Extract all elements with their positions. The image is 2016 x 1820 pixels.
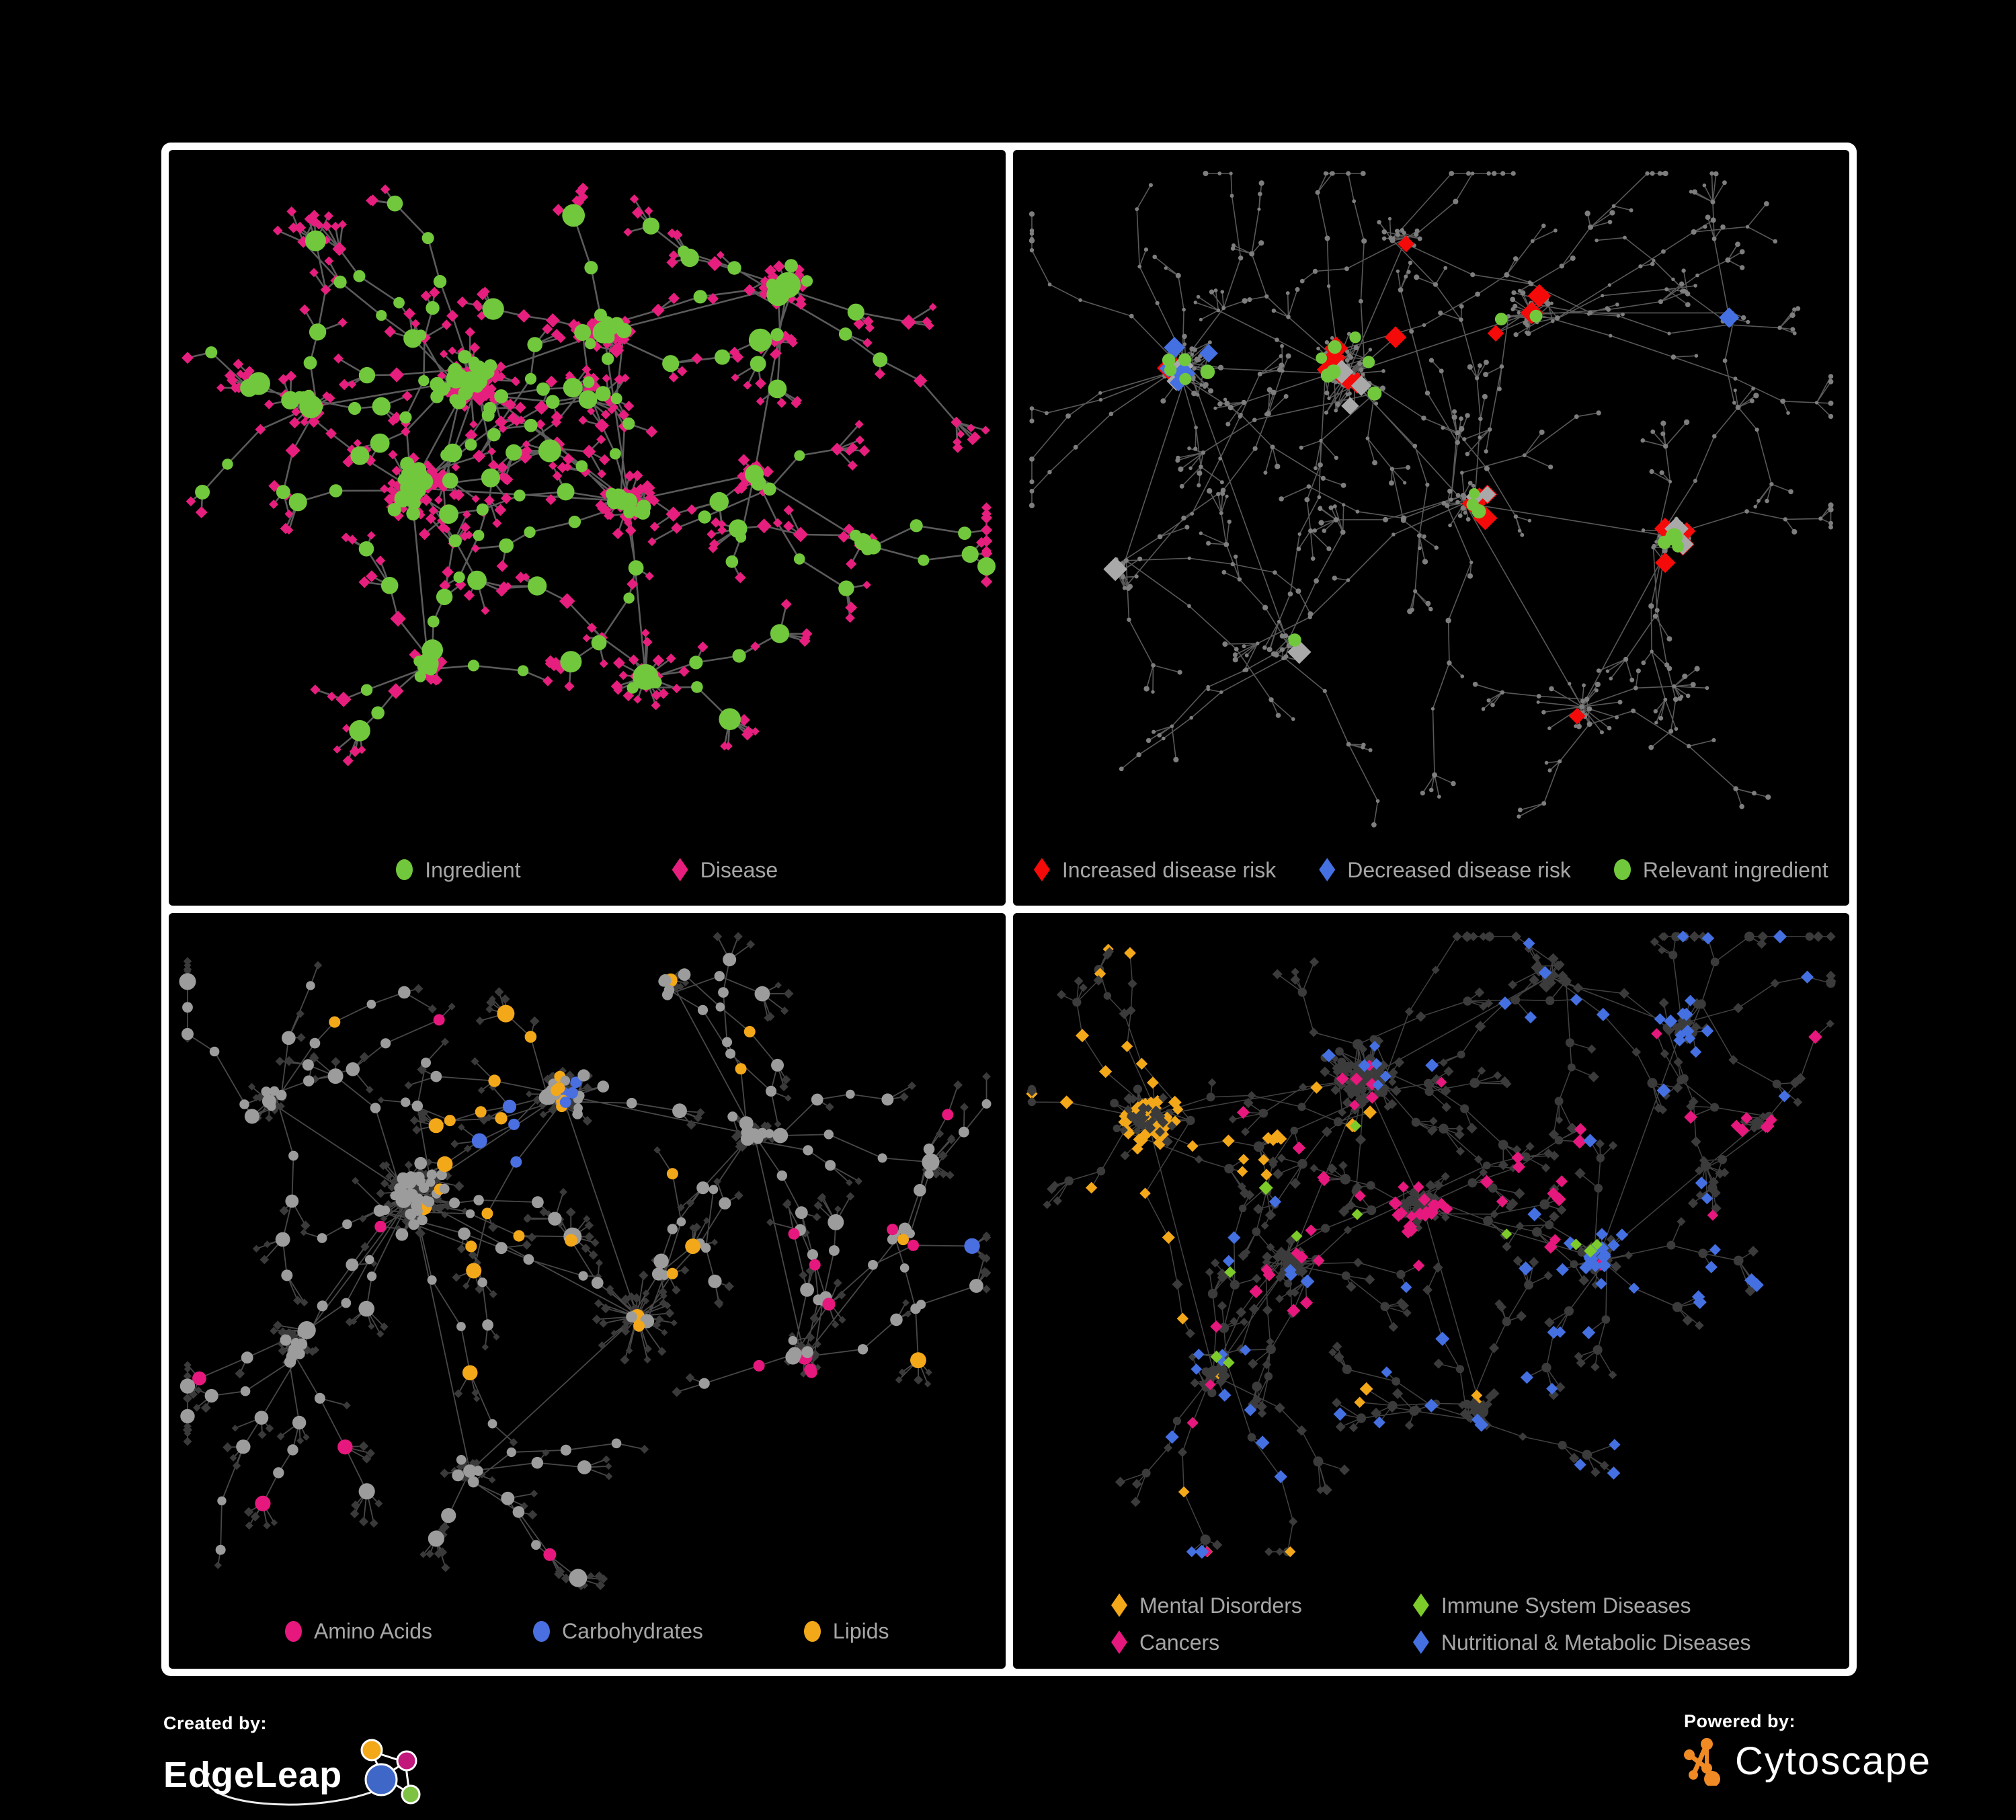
legend-item-immune-diseases: Immune System Diseases [1412,1593,1751,1618]
amino-acids-marker-icon [284,1620,302,1642]
legend-label-cancers: Cancers [1139,1630,1220,1655]
legend-label-immune-diseases: Immune System Diseases [1441,1593,1691,1618]
legend-item-disease: Disease [672,858,778,881]
disease-marker-icon [672,858,688,881]
legend-label-mental-disorders: Mental Disorders [1139,1593,1302,1618]
ingredient-marker-icon [396,859,413,880]
legend-ingredient-disease: Ingredient Disease [169,858,1006,881]
legend-label-carbohydrates: Carbohydrates [562,1619,703,1643]
lipids-marker-icon [803,1620,821,1642]
legend-item-ingredient: Ingredient [396,857,521,882]
panel-disease-category: Mental Disorders Immune System Diseases … [1012,913,1850,1669]
decreased-risk-marker-icon [1319,858,1336,881]
created-by-label: Created by: [163,1713,268,1733]
legend-item-decreased-risk: Decreased disease risk [1319,858,1571,881]
panel-nutrient-class: Amino Acids Carbohydrates Lipids [169,913,1006,1669]
carbohydrates-marker-icon [533,1620,551,1642]
increased-risk-marker-icon [1033,858,1050,881]
network-disease-category [1025,929,1837,1559]
legend-label-disease: Disease [700,857,778,882]
cancers-marker-icon [1111,1630,1127,1654]
created-by-block: Created by: EdgeLeap [163,1713,431,1812]
edgeleap-logo-icon [206,1739,421,1806]
legend-label-nutritional-metabolic: Nutritional & Metabolic Diseases [1441,1630,1751,1655]
legend-item-mental-disorders: Mental Disorders [1111,1593,1302,1617]
legend-item-relevant-ingredient: Relevant ingredient [1613,857,1828,882]
cytoscape-logo: Cytoscape [1684,1736,1931,1786]
network-ingredient-disease [182,182,996,766]
panel-grid: Ingredient Disease Increased disease ris… [161,143,1857,1676]
legend-item-amino-acids: Amino Acids [284,1619,433,1643]
legend-item-nutritional-metabolic: Nutritional & Metabolic Diseases [1412,1630,1751,1655]
edgeleap-logo-text: EdgeLeap [163,1755,343,1795]
mental-disorders-marker-icon [1111,1593,1127,1617]
legend-item-cancers: Cancers [1111,1630,1302,1654]
powered-by-block: Powered by: Cytoscape [1684,1711,1931,1786]
cytoscape-logo-text: Cytoscape [1735,1739,1932,1783]
legend-item-lipids: Lipids [803,1619,889,1643]
legend-disease-risk: Increased disease risk Decreased disease… [1013,858,1850,881]
legend-item-carbohydrates: Carbohydrates [533,1620,703,1642]
network-disease-risk [1029,170,1834,828]
relevant-ingredient-marker-icon [1613,859,1631,880]
legend-item-increased-risk: Increased disease risk [1033,857,1277,882]
panel-ingredient-disease: Ingredient Disease [169,150,1006,906]
legend-nutrient-class: Amino Acids Carbohydrates Lipids [169,1620,1006,1642]
nutritional-metabolic-marker-icon [1412,1630,1429,1654]
legend-disease-category: Mental Disorders Immune System Diseases … [1013,1593,1850,1654]
legend-label-decreased-risk: Decreased disease risk [1347,857,1571,882]
legend-label-relevant-ingredient: Relevant ingredient [1642,857,1828,882]
immune-diseases-marker-icon [1412,1593,1429,1617]
cytoscape-logo-icon [1684,1738,1720,1786]
panel-disease-risk: Increased disease risk Decreased disease… [1012,150,1850,906]
legend-label-lipids: Lipids [832,1619,889,1643]
legend-label-increased-risk: Increased disease risk [1061,857,1277,882]
powered-by-label: Powered by: [1684,1711,1796,1731]
edgeleap-logo: EdgeLeap [163,1738,431,1812]
legend-label-ingredient: Ingredient [425,857,521,882]
legend-grid: Mental Disorders Immune System Diseases … [1111,1593,1751,1654]
legend-label-amino-acids: Amino Acids [313,1619,433,1643]
network-nutrient-class [179,932,992,1591]
